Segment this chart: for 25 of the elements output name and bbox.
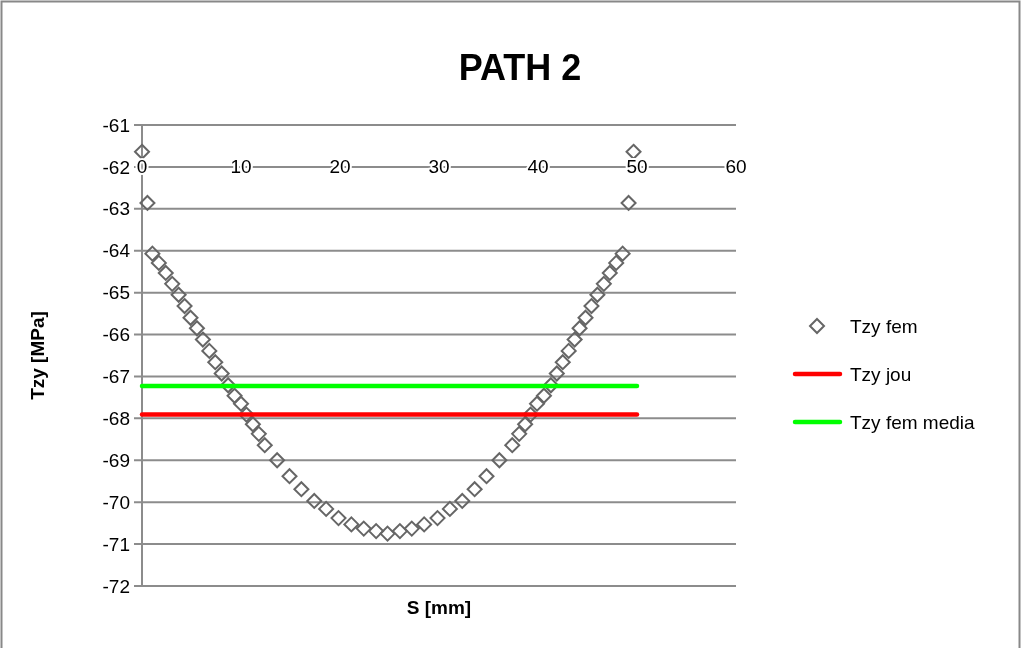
y-tick-label: -67 — [102, 366, 130, 388]
y-tick-label: -71 — [102, 533, 130, 555]
legend-label: Tzy jou — [850, 363, 912, 385]
legend-label: Tzy fem media — [850, 411, 976, 433]
y-tick-label: -65 — [102, 282, 130, 304]
y-tick-label: -64 — [102, 240, 131, 262]
y-tick-label: -72 — [102, 575, 130, 597]
y-tick-label: -66 — [102, 324, 130, 346]
x-tick-label: 50 — [626, 155, 648, 177]
y-tick-label: -61 — [102, 114, 130, 136]
x-tick-label: 20 — [329, 155, 351, 177]
y-tick-label: -62 — [102, 156, 130, 178]
y-axis-title: Tzy [MPa] — [27, 311, 48, 400]
x-tick-label: 10 — [230, 155, 252, 177]
x-tick-label: 30 — [428, 155, 450, 177]
y-tick-label: -68 — [102, 408, 130, 430]
x-tick-label: 0 — [136, 155, 148, 177]
x-tick-label: 40 — [527, 155, 549, 177]
legend-label: Tzy fem — [850, 315, 918, 337]
x-tick-label: 60 — [725, 155, 747, 177]
y-tick-label: -70 — [102, 491, 130, 513]
x-axis-title: S [mm] — [406, 597, 472, 618]
y-tick-label: -63 — [102, 198, 130, 220]
y-tick-label: -69 — [102, 449, 130, 471]
chart-title: PATH 2 — [458, 47, 582, 88]
